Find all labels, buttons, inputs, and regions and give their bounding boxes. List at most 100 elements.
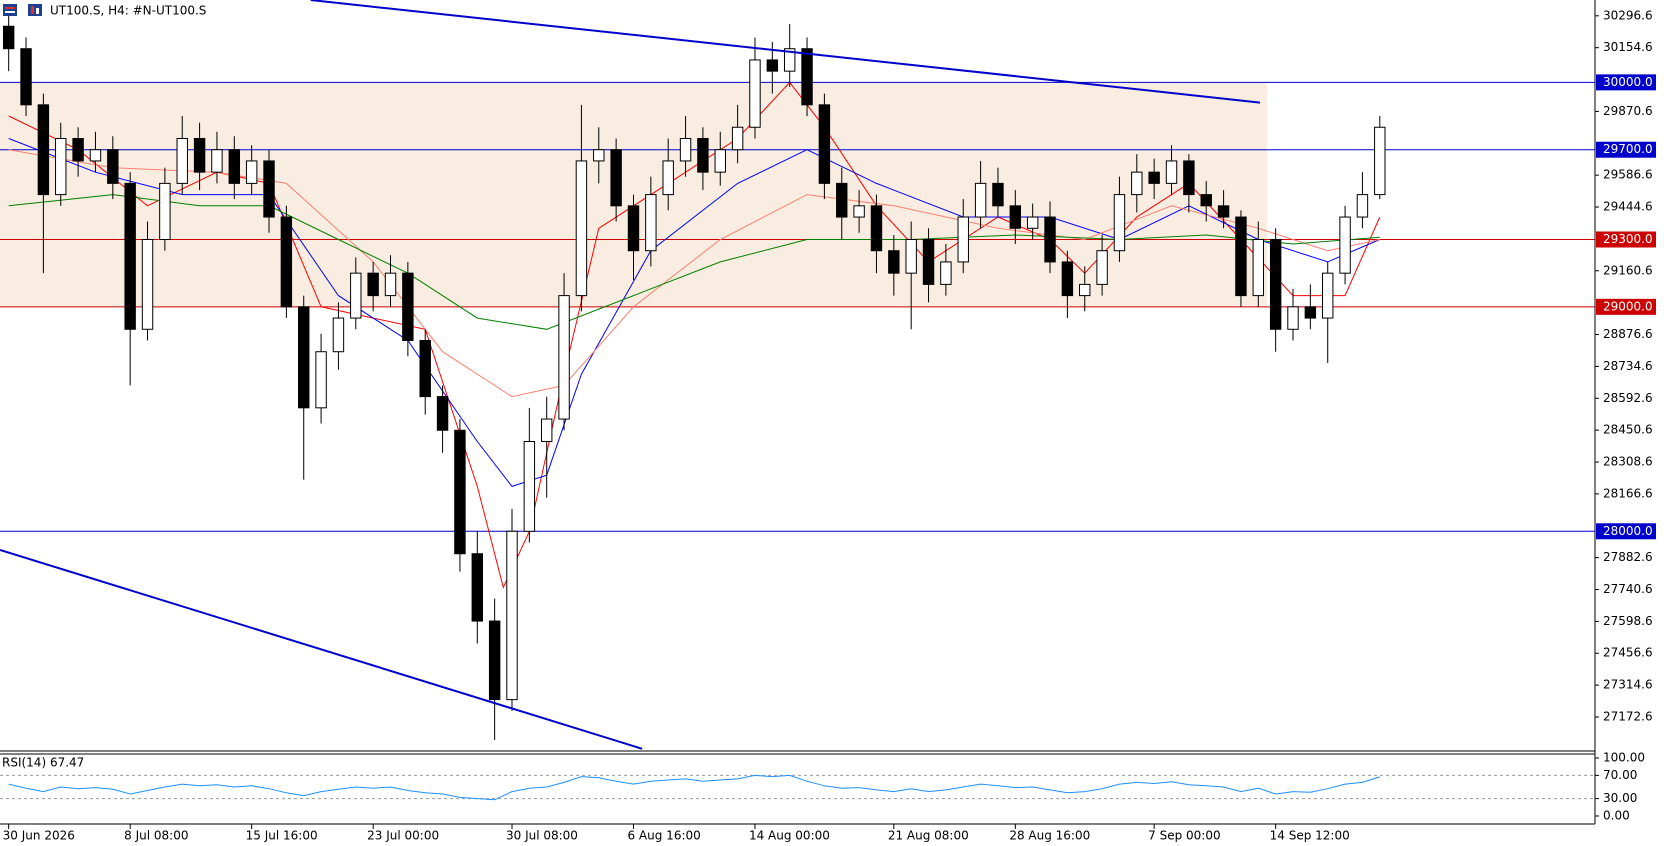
y-tick-label: 28876.6 — [1603, 327, 1653, 341]
candle-body — [1322, 272, 1334, 319]
candle-body — [836, 182, 848, 218]
candle-body — [1356, 194, 1369, 218]
y-tick-label: 27456.6 — [1603, 646, 1653, 660]
icon — [5, 7, 15, 9]
candle-body — [1165, 160, 1178, 184]
level-label: 29700.0 — [1603, 142, 1653, 156]
candle-body — [419, 339, 431, 398]
candle-body — [870, 205, 883, 252]
candle-body — [627, 205, 640, 252]
candle-body — [2, 25, 15, 50]
level-label-box — [1596, 231, 1656, 248]
x-tick-label: 28 Aug 16:00 — [1009, 829, 1090, 843]
y-tick-label: 27740.6 — [1603, 582, 1653, 596]
candle-body — [211, 149, 223, 173]
moving-average — [8, 194, 1380, 330]
level-label-box — [1596, 298, 1656, 315]
y-tick-label: 29870.6 — [1603, 104, 1653, 118]
trendline — [310, 0, 1261, 104]
y-tick-label: 28734.6 — [1603, 359, 1653, 373]
x-tick-label: 8 Jul 08:00 — [124, 829, 188, 843]
icon — [31, 6, 34, 14]
x-tick-label: 14 Sep 12:00 — [1270, 829, 1350, 843]
x-tick-label: 23 Jul 00:00 — [367, 829, 439, 843]
candle-body — [367, 272, 379, 297]
icon — [3, 4, 17, 16]
candle-body — [1374, 126, 1386, 196]
candle-body — [957, 216, 969, 263]
candle-body — [575, 160, 588, 297]
candle-body — [905, 238, 917, 274]
candle-body — [488, 620, 501, 701]
candle-body — [662, 160, 674, 196]
candle-body — [1061, 261, 1074, 297]
candle-body — [853, 205, 865, 218]
y-tick-label: 27598.6 — [1603, 614, 1653, 628]
candle-body — [1079, 283, 1091, 297]
candle-body — [1096, 250, 1108, 285]
candle-body — [141, 238, 154, 330]
y-tick-label: 27172.6 — [1603, 709, 1653, 723]
candle-body — [679, 137, 692, 162]
candle-body — [1183, 160, 1195, 196]
candle-body — [506, 530, 518, 701]
y-tick-label: 27882.6 — [1603, 550, 1653, 564]
x-tick-label: 14 Aug 00:00 — [749, 829, 830, 843]
level-label: 28000.0 — [1603, 524, 1653, 538]
candle-body — [1269, 238, 1282, 330]
candle-body — [610, 149, 622, 207]
candle-body — [541, 418, 553, 442]
candle-body — [55, 137, 67, 196]
candle-body — [1200, 194, 1212, 207]
candle-body — [1304, 306, 1317, 319]
rsi-tick-label: 100.00 — [1603, 751, 1645, 765]
candle-body — [922, 238, 935, 285]
plot-area — [0, 0, 1595, 750]
candle-body — [523, 440, 536, 532]
candle-body — [37, 104, 50, 196]
candle-body — [1235, 216, 1247, 297]
candle-body — [1287, 306, 1299, 330]
candle-body — [749, 59, 761, 128]
candle-body — [280, 216, 293, 308]
icon — [5, 11, 15, 13]
icon — [28, 4, 42, 16]
candle-body — [714, 149, 726, 173]
candle-body — [72, 137, 84, 162]
candle-body — [350, 272, 362, 319]
candle-body — [402, 272, 414, 341]
moving-average — [8, 149, 1380, 398]
candle-body — [20, 48, 32, 106]
y-tick-label: 28592.6 — [1603, 391, 1653, 405]
x-tick-label: 30 Jun 2026 — [3, 829, 75, 843]
x-tick-label: 6 Aug 16:00 — [627, 829, 700, 843]
y-tick-label: 28166.6 — [1603, 486, 1653, 500]
candle-body — [384, 272, 397, 297]
y-tick-label: 28450.6 — [1603, 423, 1653, 437]
candle-body — [263, 160, 275, 218]
rsi-label: RSI(14) 67.47 — [2, 756, 84, 770]
x-tick-label: 15 Jul 16:00 — [246, 829, 318, 843]
candle-body — [558, 295, 570, 420]
candle-body — [974, 182, 987, 218]
rsi-tick-label: 30.00 — [1603, 791, 1637, 805]
candle-body — [1148, 171, 1160, 184]
trendline — [0, 548, 643, 750]
level-label: 30000.0 — [1603, 75, 1653, 89]
candle-body — [1044, 216, 1056, 263]
rsi-tick-label: 0.00 — [1603, 809, 1630, 823]
candle-body — [1026, 216, 1039, 229]
candle-body — [471, 553, 483, 622]
candle-body — [193, 137, 206, 173]
candle-body — [454, 429, 466, 555]
candle-body — [593, 149, 605, 162]
candle-body — [766, 59, 779, 72]
y-tick-label: 29160.6 — [1603, 263, 1653, 277]
candle-body — [1009, 205, 1022, 229]
candle-body — [436, 396, 449, 431]
level-label-box — [1596, 523, 1656, 540]
candle-body — [315, 351, 327, 409]
y-tick-label: 28308.6 — [1603, 455, 1653, 469]
candle-body — [298, 306, 310, 409]
